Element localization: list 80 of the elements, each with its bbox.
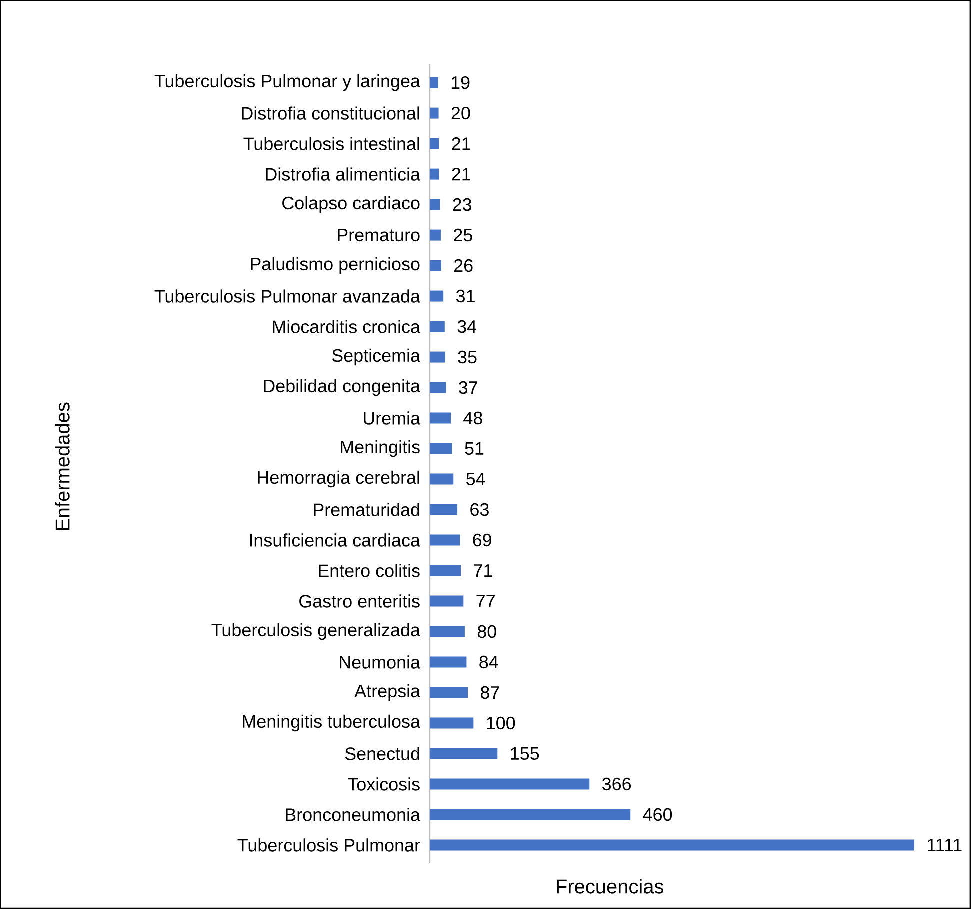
y-tick-label: Prematuridad (314, 503, 420, 516)
data-label: 366 (602, 778, 632, 791)
y-tick-label: Tuberculosis Pulmonar (238, 838, 420, 852)
data-label: 48 (464, 412, 482, 425)
data-label: 25 (454, 228, 472, 242)
data-label: 37 (459, 381, 478, 394)
y-axis-title: Enfermedades (55, 402, 70, 530)
bar (430, 809, 631, 820)
y-tick-label: Meningitis (341, 440, 420, 458)
y-tick-label: Toxicosis (348, 778, 420, 791)
data-label: 19 (452, 76, 470, 90)
data-label: 100 (487, 716, 516, 730)
bar (430, 290, 444, 302)
bar (430, 840, 914, 851)
data-label: 21 (452, 168, 471, 181)
bar (430, 626, 465, 638)
data-label: 31 (456, 290, 475, 303)
bar (430, 168, 440, 180)
bar (430, 199, 440, 210)
y-tick-label: Atrepsia (354, 684, 421, 702)
data-label: 84 (480, 656, 498, 669)
data-label: 34 (458, 320, 477, 334)
y-tick-label: Senectud (345, 747, 420, 760)
bar (430, 748, 498, 760)
bar (430, 504, 458, 516)
data-label: 26 (454, 259, 473, 272)
data-label: 35 (458, 350, 477, 364)
bar (430, 596, 464, 607)
data-label: 1111 (928, 839, 962, 852)
y-tick-label: Distrofia constitucional (242, 106, 420, 120)
y-tick-label: Neumonia (340, 656, 421, 669)
y-tick-label: Uremia (364, 412, 421, 425)
y-tick-label: Tuberculosis Pulmonar avanzada (154, 290, 420, 303)
y-tick-label: Meningitis tuberculosa (243, 714, 420, 732)
data-label: 54 (466, 472, 486, 486)
y-tick-label: Tuberculosis Pulmonar y laringea (154, 74, 420, 92)
data-label: 51 (465, 442, 484, 456)
data-label: 460 (643, 808, 672, 822)
bar (430, 260, 442, 272)
data-label: 23 (453, 198, 472, 212)
bar (430, 321, 445, 332)
y-tick-label: Insuficiencia cardiaca (250, 534, 420, 547)
bar (430, 474, 454, 485)
bar (430, 230, 441, 241)
data-label: 71 (474, 564, 492, 577)
y-tick-label: Colapso cardiaco (282, 196, 420, 214)
bar (430, 108, 439, 119)
y-tick-label: Distrofia alimenticia (266, 168, 421, 181)
bar (430, 352, 446, 363)
data-label: 77 (476, 595, 495, 608)
y-tick-label: Tuberculosis generalizada (212, 623, 420, 640)
bar (430, 718, 474, 729)
y-tick-label: Gastro enteritis (300, 594, 420, 608)
bar (430, 412, 451, 424)
y-tick-label: Debilidad congenita (264, 379, 420, 396)
data-label: 21 (452, 137, 471, 150)
bar (430, 138, 440, 150)
y-tick-label: Entero colitis (319, 564, 420, 578)
bar (430, 77, 438, 88)
bar (430, 534, 460, 546)
bar (430, 778, 590, 790)
data-label: 20 (452, 106, 470, 120)
bar (430, 656, 467, 668)
bar (430, 687, 468, 698)
y-tick-label: Hemorragia cerebral (258, 470, 420, 488)
bar (430, 565, 462, 576)
data-label: 155 (511, 747, 540, 760)
y-tick-label: Paludismo pernicioso (251, 257, 420, 274)
data-label: 63 (470, 503, 489, 516)
y-tick-label: Miocarditis cronica (273, 320, 421, 334)
data-label: 87 (480, 686, 500, 700)
bar (430, 382, 446, 394)
data-label: 69 (473, 534, 492, 547)
y-tick-label: Prematuro (338, 228, 420, 242)
data-label: 80 (478, 625, 496, 638)
y-tick-label: Bronconeumonia (286, 808, 421, 822)
y-tick-label: Septicemia (332, 348, 421, 366)
y-tick-label: Tuberculosis intestinal (244, 137, 420, 150)
x-axis-title: Frecuencias (557, 879, 664, 894)
bar (430, 443, 452, 454)
